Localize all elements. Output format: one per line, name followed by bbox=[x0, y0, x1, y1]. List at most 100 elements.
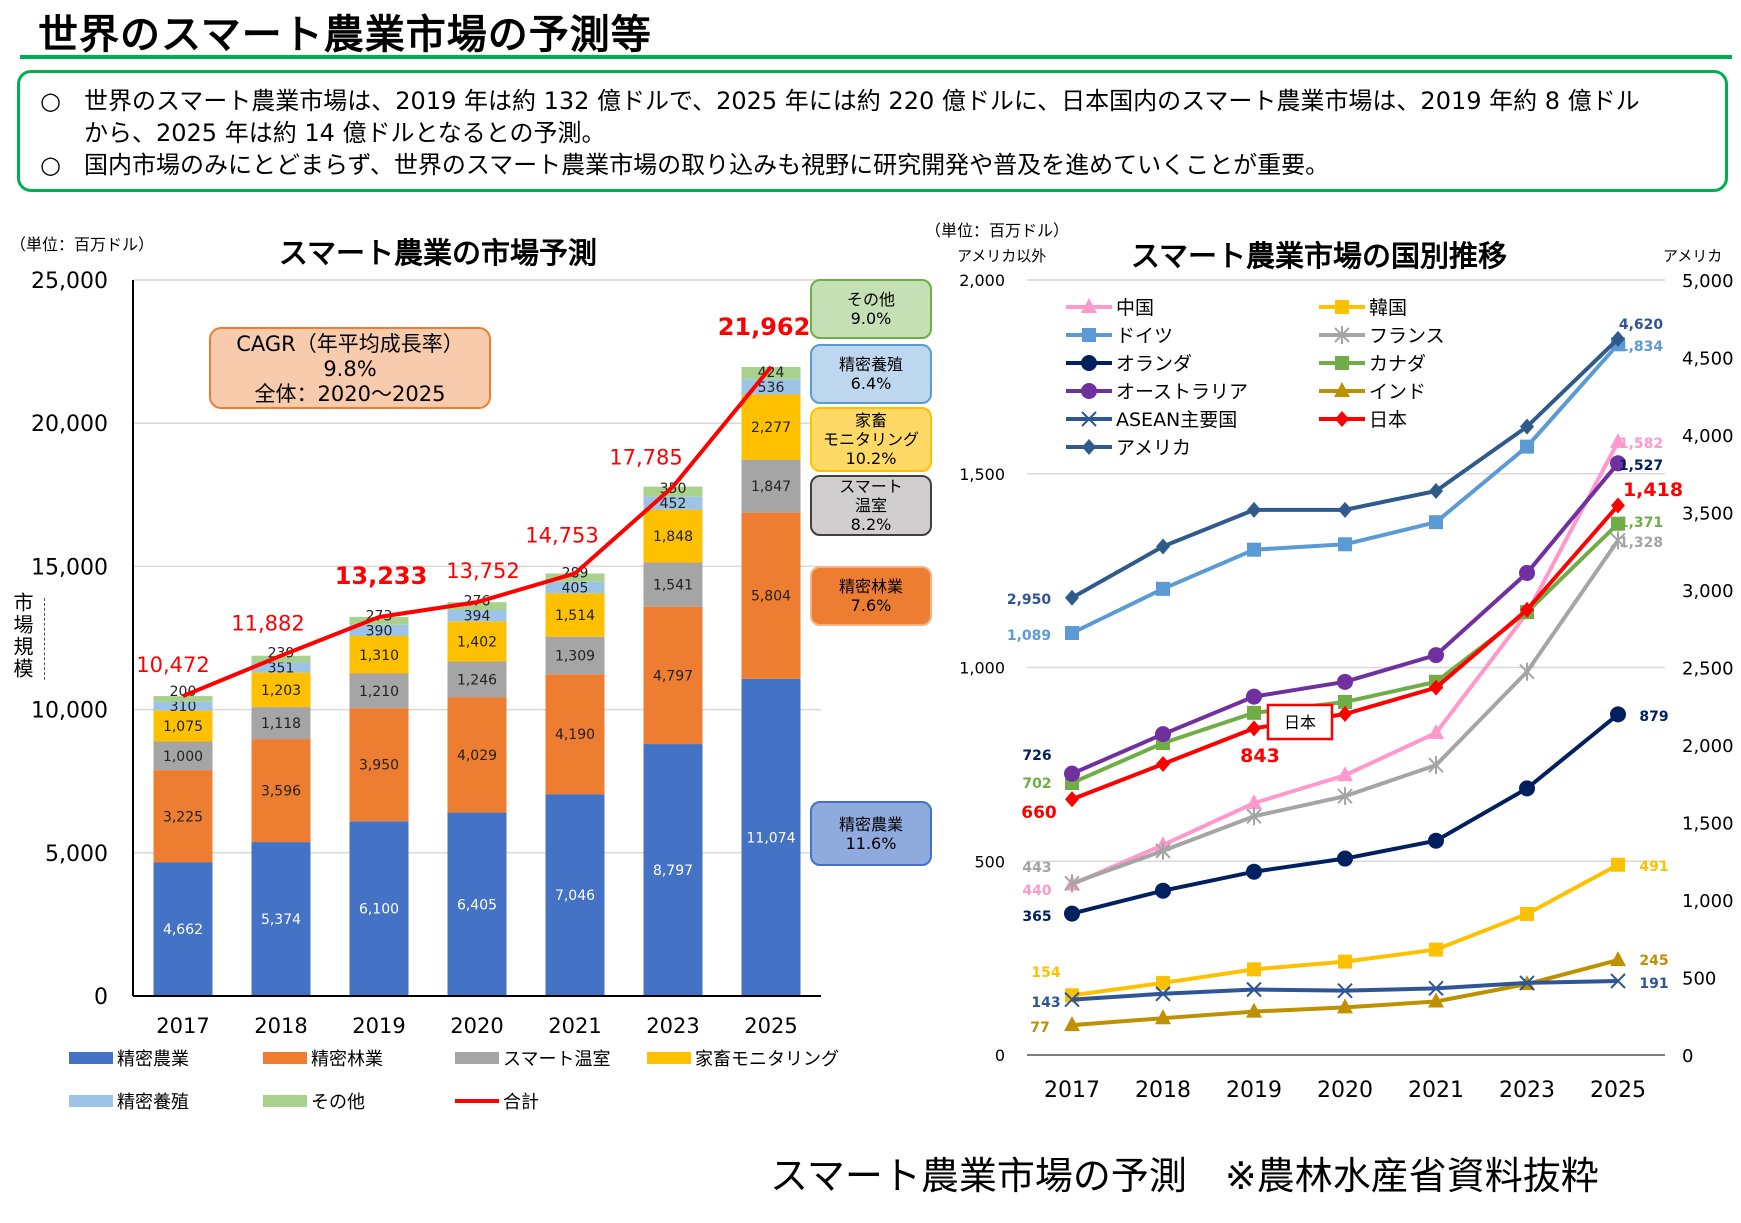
bar-segment bbox=[741, 367, 801, 380]
bar-segment bbox=[251, 707, 311, 740]
legend-marker bbox=[1081, 355, 1097, 371]
data-point-marker bbox=[1428, 756, 1444, 775]
summary-text: 国内市場のみにとどまらず、世界のスマート農業市場の取り込みも視野に研究開発や普及… bbox=[84, 151, 1330, 179]
bar-segment bbox=[153, 862, 213, 996]
x-tick-label: 2020 bbox=[1317, 1078, 1373, 1103]
x-tick-label: 2019 bbox=[352, 1014, 405, 1038]
y-tick-label: 25,000 bbox=[31, 269, 108, 294]
end-value-label: 191 bbox=[1639, 976, 1668, 992]
data-point-marker bbox=[1155, 882, 1171, 899]
data-point-marker bbox=[1338, 706, 1352, 722]
data-point-marker bbox=[1520, 439, 1534, 454]
legend-label: 精密農業 bbox=[117, 1049, 189, 1070]
data-point-marker bbox=[1065, 589, 1079, 606]
start-value-label: 702 bbox=[1022, 776, 1051, 792]
end-value-label: 1,582 bbox=[1619, 436, 1663, 452]
series-4: 443 1,328 bbox=[1022, 531, 1663, 893]
bar-value-label: 3,950 bbox=[359, 758, 399, 774]
data-point-marker bbox=[1246, 794, 1262, 810]
bar-value-label: 3,225 bbox=[163, 809, 203, 825]
data-point-marker bbox=[1337, 998, 1353, 1014]
legend-label: 日本 bbox=[1369, 409, 1407, 431]
start-value-label: 660 bbox=[1021, 803, 1057, 823]
right-y-tick-label: 2,000 bbox=[1682, 736, 1734, 757]
summary-line: から、2025 年は約 14 億ドルとなるとの予測。 bbox=[40, 117, 1705, 149]
bar-segment bbox=[545, 794, 605, 996]
bar-segment bbox=[153, 696, 213, 702]
summary-line: ○ 国内市場のみにとどまらず、世界のスマート農業市場の取り込みも視野に研究開発や普… bbox=[40, 149, 1705, 181]
growth-rate-name: 精密農業 bbox=[838, 814, 903, 834]
total-value-label: 13,233 bbox=[335, 562, 428, 590]
total-value-label: 21,962 bbox=[718, 313, 811, 341]
data-point-marker bbox=[1520, 601, 1534, 618]
data-point-marker bbox=[1247, 962, 1261, 977]
end-value-label: 4,620 bbox=[1619, 317, 1664, 333]
data-point-marker bbox=[1337, 982, 1353, 999]
legend-label: カナダ bbox=[1369, 353, 1426, 375]
data-point-marker bbox=[1429, 515, 1443, 530]
data-point-marker bbox=[1246, 1002, 1262, 1018]
data-point-marker bbox=[1156, 975, 1170, 990]
bar-value-label: 1,075 bbox=[163, 719, 203, 735]
left-chart-title: スマート農業の市場予測 bbox=[279, 236, 597, 270]
japan-callout-box bbox=[1266, 703, 1334, 741]
bar-segment bbox=[643, 486, 703, 497]
bar-value-label: 1,402 bbox=[457, 634, 497, 650]
summary-text: から、2025 年は約 14 億ドルとなるとの予測。 bbox=[84, 119, 606, 147]
data-point-marker bbox=[1247, 501, 1261, 518]
data-point-marker bbox=[1156, 538, 1170, 555]
bar-value-label: 1,000 bbox=[163, 749, 203, 765]
right-y-tick-label: 4,500 bbox=[1682, 349, 1734, 370]
cagr-box: CAGR（年平均成長率） 9.8% 全体：2020～2025 bbox=[209, 327, 491, 409]
growth-rate-box: その他 9.0% bbox=[810, 279, 932, 339]
bar-segment bbox=[545, 636, 605, 675]
total-value-label: 13,752 bbox=[446, 559, 519, 583]
bar-segment bbox=[643, 562, 703, 607]
data-point-marker bbox=[1246, 981, 1262, 998]
summary-text: 世界のスマート農業市場は、2019 年は約 132 億ドルで、2025 年には約… bbox=[84, 87, 1640, 115]
end-value-label: 879 bbox=[1639, 709, 1668, 725]
bar-segment bbox=[349, 624, 409, 636]
bar-value-label: 536 bbox=[758, 380, 785, 396]
growth-rate-box: スマート 温室 8.2% bbox=[810, 475, 932, 536]
data-point-marker bbox=[1519, 780, 1535, 797]
japan-callout-label: 日本 bbox=[1284, 713, 1316, 732]
legend-marker bbox=[1082, 439, 1096, 455]
right-chart-title: スマート農業市場の国別推移 bbox=[1131, 239, 1507, 273]
legend-label: 家畜モニタリング bbox=[695, 1049, 839, 1070]
total-value-label: 10,472 bbox=[136, 653, 209, 677]
bar-segment bbox=[349, 673, 409, 709]
x-tick-label: 2018 bbox=[254, 1014, 307, 1038]
left-y-tick-label: 500 bbox=[974, 852, 1005, 871]
growth-rate-value: 6.4% bbox=[850, 374, 892, 393]
x-tick-label: 2021 bbox=[1408, 1078, 1464, 1103]
data-point-marker bbox=[1065, 791, 1079, 808]
mid-value-label: 843 bbox=[1240, 745, 1280, 767]
start-value-label: 77 bbox=[1030, 1020, 1049, 1036]
total-value-label: 11,882 bbox=[231, 612, 304, 636]
total-line bbox=[182, 365, 773, 698]
end-value-label: 491 bbox=[1639, 859, 1668, 875]
growth-rate-name: 家畜 bbox=[854, 411, 887, 430]
legend-label: オランダ bbox=[1116, 353, 1192, 375]
growth-rate-value: 10.2% bbox=[845, 449, 897, 468]
legend-marker bbox=[1335, 356, 1349, 370]
growth-rate-value: 11.6% bbox=[845, 833, 897, 853]
left-y-tick-label: 1,500 bbox=[959, 465, 1005, 484]
bar-segment bbox=[349, 617, 409, 625]
bar-segment bbox=[251, 662, 311, 673]
bar-segment bbox=[153, 710, 213, 742]
data-point-marker bbox=[1610, 951, 1626, 967]
country-trend-chart: 0 500 1,000 1,500 2,000 0 500 1,000 1,500 2,000 2,… bbox=[959, 271, 1733, 1103]
legend-label: 中国 bbox=[1116, 297, 1154, 319]
right-right-axis-title: アメリカ bbox=[1663, 247, 1722, 265]
bar-segment bbox=[153, 770, 213, 863]
growth-rate-name: 温室 bbox=[854, 496, 887, 515]
right-y-tick-label: 5,000 bbox=[1682, 271, 1734, 292]
data-point-marker bbox=[1156, 581, 1170, 596]
data-point-marker bbox=[1428, 980, 1444, 997]
data-point-marker bbox=[1065, 626, 1079, 641]
right-y-tick-label: 3,500 bbox=[1682, 504, 1734, 525]
series-line bbox=[1071, 712, 1620, 916]
